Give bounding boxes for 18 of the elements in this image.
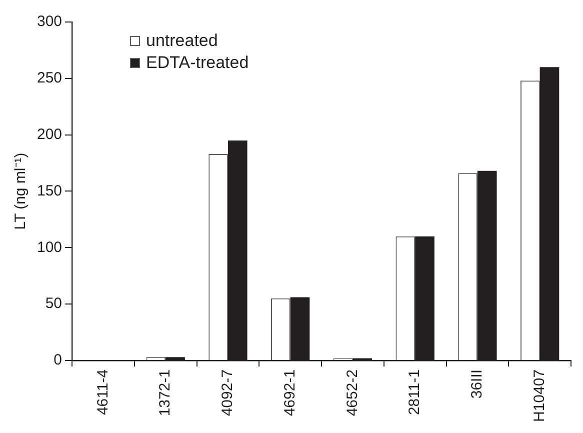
x-tick-label: 4611-4	[94, 369, 112, 416]
x-tick-label: H10407	[530, 369, 548, 422]
y-tick-label: 100	[36, 238, 62, 256]
x-tick-label: 2811-1	[406, 369, 424, 416]
y-tick-label: 150	[36, 182, 62, 200]
y-axis-title: LT (ng ml⁻¹)	[12, 152, 30, 230]
y-tick-label: 300	[36, 13, 62, 30]
y-tick-label: 0	[54, 352, 62, 369]
x-tick-label: 36III	[468, 369, 486, 399]
y-tick-label: 50	[45, 295, 62, 312]
x-tick-label: 4692-1	[281, 369, 298, 416]
y-tick-label: 200	[36, 126, 62, 143]
y-tick-label: 250	[36, 70, 62, 87]
x-tick-label: 4092-7	[219, 369, 236, 416]
legend-label: EDTA-treated	[146, 52, 249, 74]
x-tick-label: 1372-1	[156, 369, 174, 416]
x-tick-label: 4652-2	[344, 369, 361, 416]
legend-label: untreated	[146, 30, 218, 52]
